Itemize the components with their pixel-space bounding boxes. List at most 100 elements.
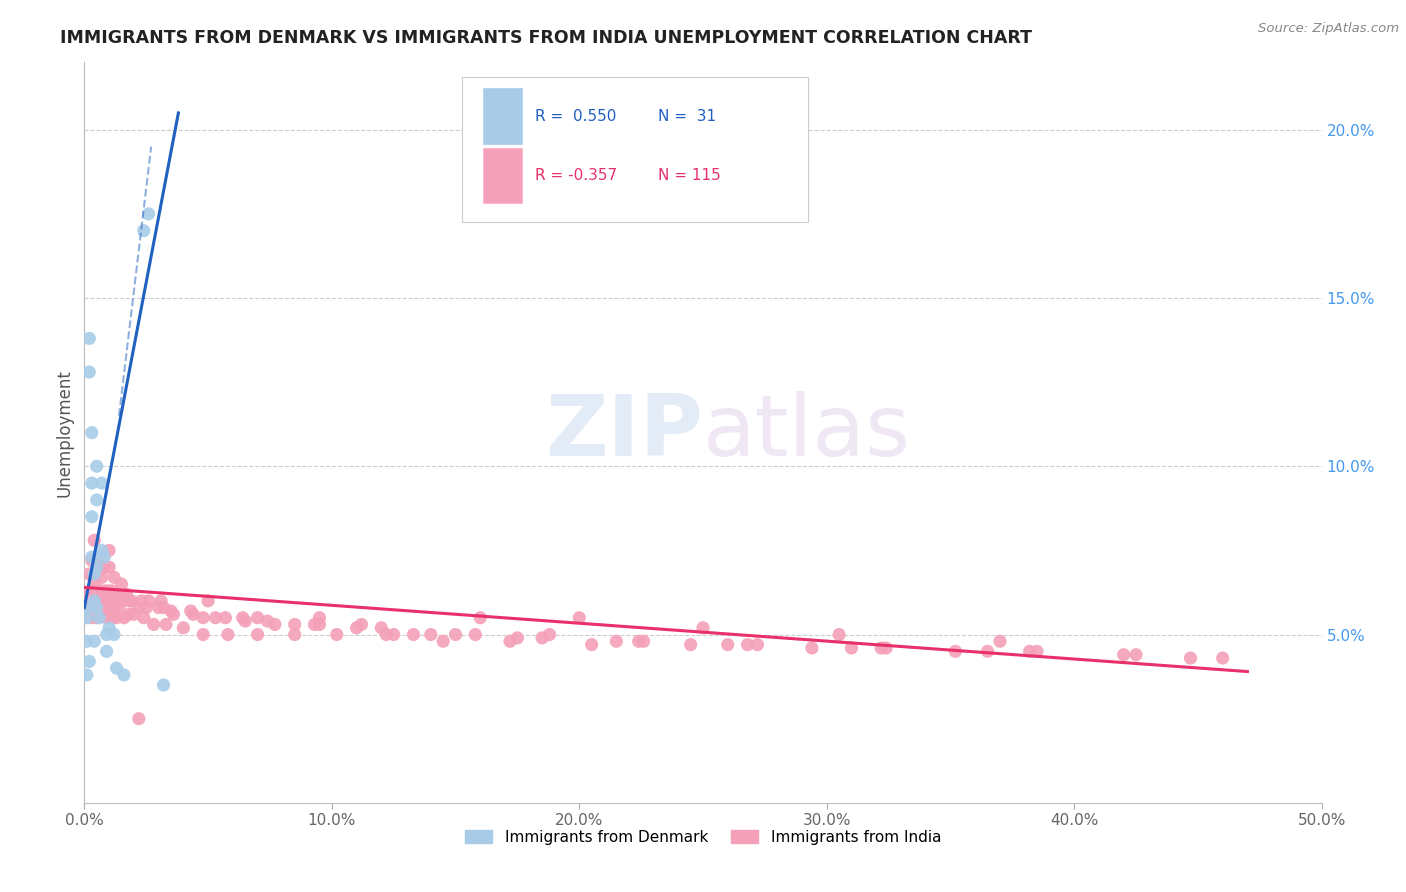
Point: [506, 631, 529, 645]
Point: [172, 621, 194, 635]
Point: [679, 638, 702, 652]
Point: [86, 560, 108, 574]
Point: [103, 594, 125, 608]
Point: [375, 627, 398, 641]
Point: [308, 610, 330, 624]
Point: [444, 627, 467, 641]
Point: [152, 600, 174, 615]
Point: [350, 617, 373, 632]
Point: [118, 607, 141, 622]
Point: [197, 594, 219, 608]
Point: [737, 638, 759, 652]
Point: [308, 617, 330, 632]
Point: [135, 600, 157, 615]
Point: [1180, 651, 1202, 665]
Point: [568, 610, 591, 624]
Point: [256, 614, 278, 628]
Point: [581, 638, 603, 652]
Text: atlas: atlas: [703, 391, 911, 475]
Point: [152, 678, 174, 692]
Point: [627, 634, 650, 648]
Point: [93, 587, 115, 601]
Point: [80, 610, 103, 624]
Point: [122, 607, 145, 622]
Point: [100, 594, 122, 608]
Point: [470, 610, 492, 624]
Point: [828, 627, 851, 641]
Point: [499, 634, 522, 648]
Point: [142, 617, 165, 632]
Point: [115, 587, 138, 601]
Point: [108, 600, 131, 615]
Point: [464, 627, 486, 641]
Point: [150, 594, 173, 608]
Point: [96, 610, 118, 624]
Point: [382, 627, 405, 641]
Point: [800, 640, 823, 655]
Point: [605, 634, 627, 648]
Point: [1212, 651, 1234, 665]
Point: [633, 634, 655, 648]
Point: [132, 610, 155, 624]
Point: [538, 627, 561, 641]
Point: [100, 610, 122, 624]
Point: [103, 627, 125, 641]
Point: [98, 560, 121, 574]
Text: IMMIGRANTS FROM DENMARK VS IMMIGRANTS FROM INDIA UNEMPLOYMENT CORRELATION CHART: IMMIGRANTS FROM DENMARK VS IMMIGRANTS FR…: [59, 29, 1032, 47]
Point: [83, 594, 105, 608]
Point: [80, 583, 103, 598]
Point: [160, 604, 183, 618]
Point: [103, 600, 125, 615]
Point: [692, 621, 714, 635]
Point: [79, 365, 101, 379]
Point: [128, 600, 150, 615]
Text: Source: ZipAtlas.com: Source: ZipAtlas.com: [1258, 22, 1399, 36]
Point: [79, 331, 101, 345]
Point: [80, 476, 103, 491]
Point: [79, 566, 101, 581]
Point: [717, 638, 740, 652]
Point: [89, 610, 111, 624]
Point: [98, 621, 121, 635]
Point: [79, 655, 101, 669]
Text: R = -0.357: R = -0.357: [534, 168, 617, 183]
Point: [89, 550, 111, 565]
Point: [86, 566, 108, 581]
Point: [86, 594, 108, 608]
FancyBboxPatch shape: [461, 78, 808, 221]
Point: [90, 570, 112, 584]
Text: ZIP: ZIP: [546, 391, 703, 475]
Point: [96, 583, 118, 598]
Point: [841, 640, 863, 655]
Point: [100, 583, 122, 598]
Point: [98, 600, 121, 615]
Point: [105, 610, 128, 624]
Point: [76, 610, 98, 624]
Point: [112, 668, 135, 682]
FancyBboxPatch shape: [482, 88, 523, 144]
Point: [976, 644, 998, 658]
Point: [246, 627, 269, 641]
Point: [531, 631, 554, 645]
Point: [370, 621, 392, 635]
Point: [284, 617, 307, 632]
Point: [233, 614, 256, 628]
Point: [98, 543, 121, 558]
Point: [419, 627, 441, 641]
Point: [96, 644, 118, 658]
Point: [204, 610, 226, 624]
Point: [284, 627, 307, 641]
Point: [105, 587, 128, 601]
Point: [112, 587, 135, 601]
Point: [93, 600, 115, 615]
Text: N = 115: N = 115: [658, 168, 721, 183]
Point: [80, 550, 103, 565]
Point: [110, 594, 132, 608]
Point: [747, 638, 769, 652]
Point: [875, 640, 897, 655]
Point: [96, 627, 118, 641]
Point: [246, 610, 269, 624]
Point: [432, 634, 454, 648]
Point: [79, 600, 101, 615]
Point: [132, 224, 155, 238]
